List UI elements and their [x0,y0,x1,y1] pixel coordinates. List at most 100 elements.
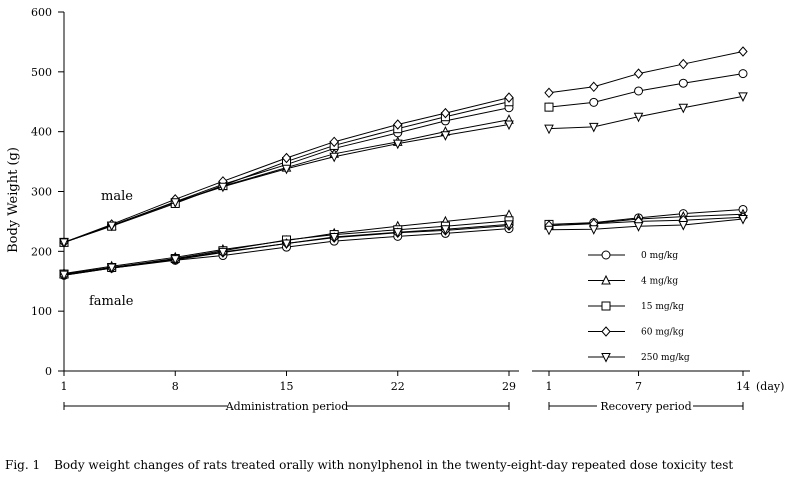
legend: 0 mg/kg 4 mg/kg 15 mg/kg 60 mg/kg 250 mg/kg [588,250,690,363]
data-point-diamond [544,87,554,99]
y-axis-title: Body Weight (g) [6,147,21,253]
legend-marker-diamond [601,326,611,337]
x-tick-label: 1 [546,380,553,393]
y-tick-label: 100 [31,305,52,318]
legend-label: 60 mg/kg [641,328,684,338]
data-point-triangle-down [588,122,599,133]
legend-marker-triangle-down [601,353,611,363]
y-axis-ticks: 0 100 200 300 400 500 600 [31,6,64,378]
legend-item: 60 mg/kg [588,326,684,338]
series-layer [59,46,748,281]
data-point-triangle-down [633,222,644,232]
data-point-circle [738,69,748,79]
legend-label: 4 mg/kg [641,277,678,287]
body-weight-chart: 0 100 200 300 400 500 600 Body Weight (g) 1 8 15… [6,6,784,413]
legend-marker-square [601,301,611,311]
data-point-triangle-down [392,228,403,238]
data-point-triangle-down [588,225,599,235]
data-point-triangle-down [440,131,451,141]
data-point-circle [678,78,688,88]
series-line-recovery [548,213,744,227]
x-tick-label: 29 [502,380,516,393]
figure-label: Fig. 1 [5,458,41,472]
data-point-triangle-down [59,238,69,248]
y-tick-label: 500 [31,66,52,79]
data-point-triangle-down [329,152,339,163]
data-point-diamond [504,92,514,103]
series-female-250-mg-kg [59,215,748,281]
recovery-period-label: Recovery period [600,400,691,413]
legend-item: 250 mg/kg [588,353,690,363]
series-male-250-mg-kg [59,92,748,248]
data-point-diamond [329,136,339,148]
data-point-triangle-down [106,263,117,274]
x-tick-label: 14 [736,380,750,393]
legend-item: 4 mg/kg [588,274,678,287]
legend-marker-triangle-up [601,274,611,285]
y-tick-label: 600 [31,6,52,19]
legend-item: 0 mg/kg [588,250,678,261]
figure-caption-text: Body weight changes of rats treated oral… [54,458,734,472]
legend-item: 15 mg/kg [588,301,684,312]
series-male-0-mg-kg [59,69,748,247]
data-point-triangle-down [633,112,644,123]
series-female-4-mg-kg [59,208,748,278]
legend-label: 0 mg/kg [641,251,678,261]
y-tick-label: 200 [31,245,52,258]
x-tick-label: 15 [280,380,294,393]
data-point-triangle-down [544,225,554,236]
data-point-triangle-down [170,198,181,208]
male-annotation: male [101,189,133,204]
data-point-triangle-down [544,124,554,135]
data-point-square [544,102,554,112]
x-tick-label: 22 [391,380,405,393]
data-point-triangle-down [738,215,748,225]
data-point-triangle-down [738,92,748,102]
y-tick-label: 400 [31,126,52,139]
data-point-triangle-down [392,139,403,150]
data-point-triangle-down [281,164,292,175]
data-point-diamond [281,152,292,164]
x-tick-label: 1 [61,380,68,393]
x-axis-ticks: 1 8 15 22 29 1 7 14 [61,371,750,393]
series-female-60-mg-kg [59,211,748,281]
data-point-triangle-down [504,220,514,231]
x-tick-label: 8 [172,380,179,393]
female-annotation: famale [89,294,134,309]
x-tick-label: 7 [635,380,642,393]
data-point-triangle-down [678,221,689,231]
data-point-triangle-down [504,120,514,131]
data-point-circle [589,97,599,107]
data-point-triangle-down [281,239,292,250]
series-female-0-mg-kg [59,204,748,280]
legend-label: 15 mg/kg [641,302,684,312]
data-point-circle [634,86,644,96]
y-tick-label: 0 [45,365,52,378]
figure-caption: Fig. 1 Body weight changes of rats treate… [5,458,805,472]
series-female-15-mg-kg [59,216,554,279]
x-unit-label: (day) [756,380,784,393]
data-point-triangle-down [106,221,117,232]
data-point-triangle-down [440,225,451,235]
data-point-diamond [589,81,599,93]
data-point-diamond [738,46,748,57]
series-male-15-mg-kg [59,97,554,247]
series-line-recovery [548,51,744,94]
legend-label: 250 mg/kg [641,353,690,363]
admin-period-label: Administration period [225,400,349,413]
data-point-triangle-down [59,270,69,281]
admin-period-bracket: Administration period [63,400,510,413]
data-point-triangle-down [329,232,339,243]
data-point-diamond [633,68,644,79]
data-point-diamond [440,107,451,119]
y-tick-label: 300 [31,186,52,199]
data-point-triangle-down [218,182,228,193]
data-point-diamond [678,58,688,70]
data-point-diamond [393,119,403,130]
legend-marker-circle [601,250,611,260]
data-point-triangle-down [218,247,228,258]
recovery-period-bracket: Recovery period [548,400,744,413]
series-line-recovery [548,95,744,130]
data-point-triangle-down [678,103,689,114]
data-point-triangle-down [170,255,181,265]
